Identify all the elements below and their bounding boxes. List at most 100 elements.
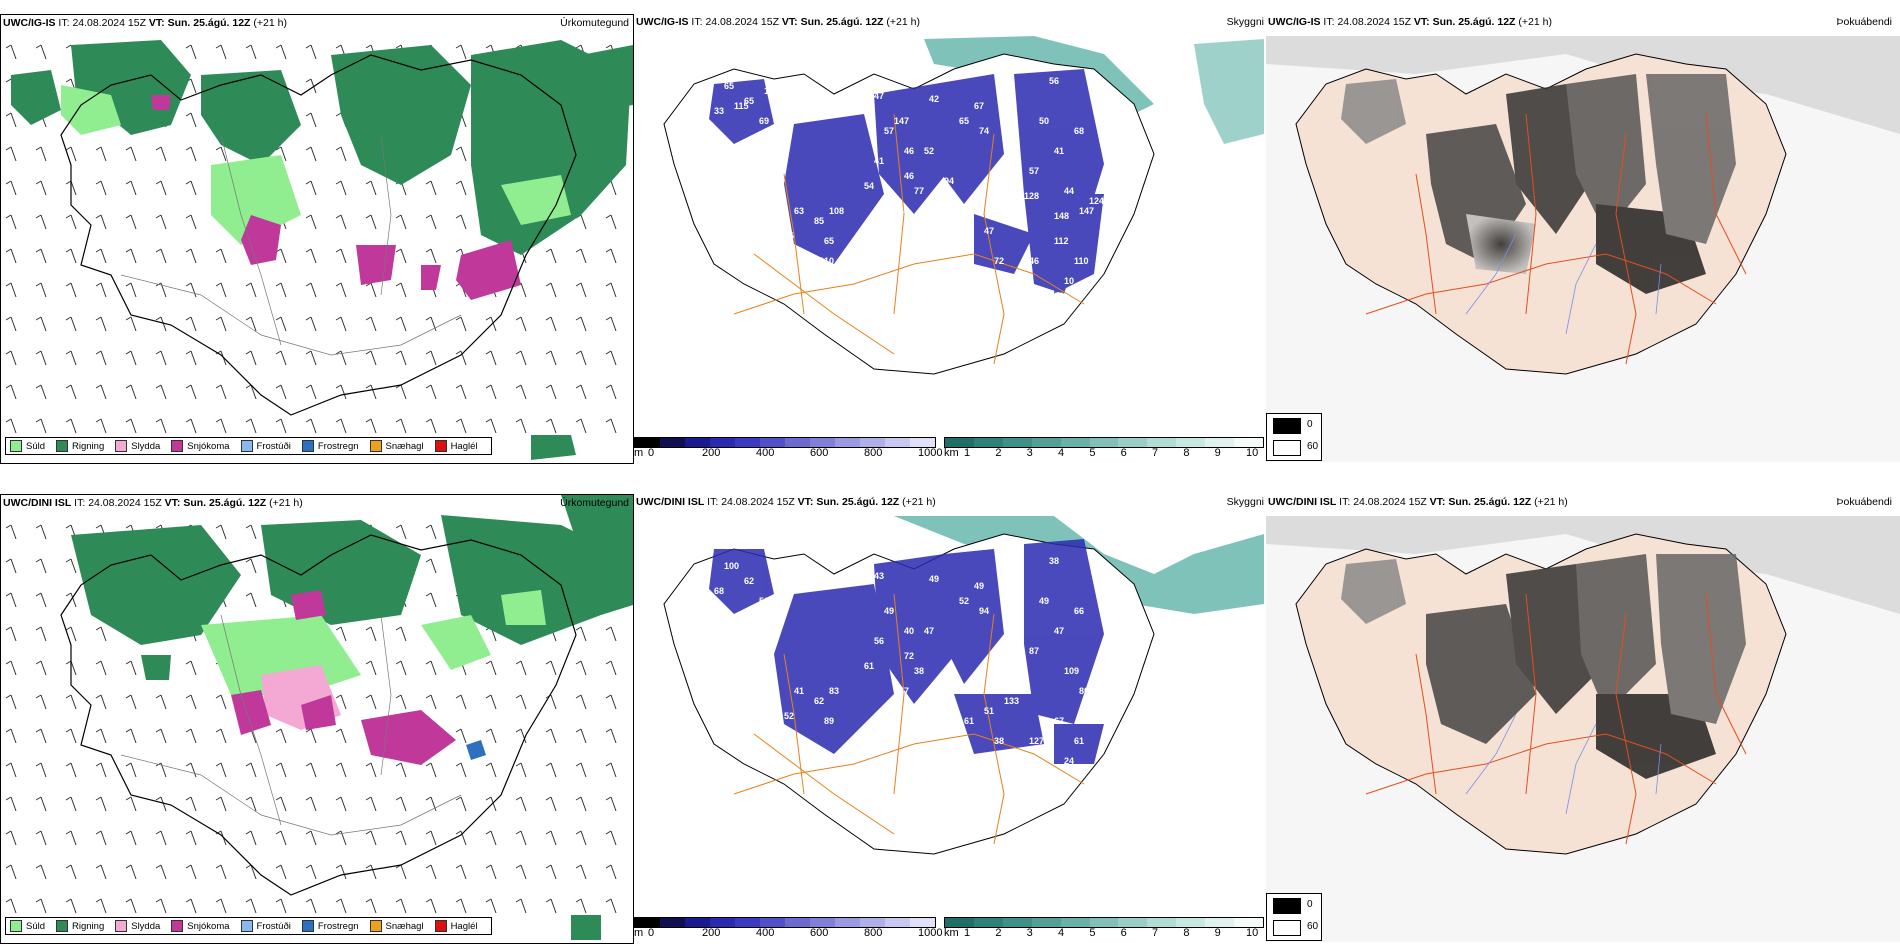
- wind-barb-flag: [335, 796, 342, 801]
- roads: [733, 113, 1085, 365]
- wind-barb-flag: [125, 146, 132, 151]
- colorbar-cell: [1089, 438, 1119, 447]
- wind-barb: [40, 214, 47, 230]
- colorbar-cell: [1031, 918, 1061, 927]
- visibility-value: 43: [899, 206, 909, 216]
- wind-barb: [340, 796, 347, 812]
- visibility-value: 52: [924, 146, 934, 156]
- wind-barb: [610, 864, 617, 880]
- model-name: UWC/DINI ISL: [1268, 496, 1337, 508]
- wind-barb: [100, 626, 107, 642]
- wind-barb: [40, 898, 47, 914]
- wind-barb-flag: [185, 898, 192, 903]
- wind-barb-flag: [275, 898, 282, 903]
- wind-barb: [250, 796, 257, 812]
- wind-barb-flag: [365, 660, 372, 665]
- wind-barb-flag: [245, 830, 252, 835]
- it-value: 24.08.2024 15Z: [705, 16, 779, 28]
- fog-map-bottom: UWC/DINI ISL IT: 24.08.2024 15Z VT: Sun.…: [1266, 494, 1900, 942]
- wind-barb: [520, 796, 527, 812]
- wind-barb: [490, 350, 497, 366]
- wind-barb: [280, 350, 287, 366]
- visibility-value: 85: [814, 216, 824, 226]
- visibility-value: 124: [1089, 196, 1104, 206]
- colorbar-cell: [635, 918, 660, 927]
- colorbar-cell: [1060, 438, 1090, 447]
- legend-label: Frostúði: [256, 440, 291, 452]
- wind-barb: [220, 694, 227, 710]
- wind-barb-flag: [515, 350, 522, 355]
- wind-barb-flag: [185, 282, 192, 287]
- precip-legend: Súld Rigning Slydda Snjókoma Frostúði Frostre…: [5, 437, 492, 455]
- wind-barb: [190, 728, 197, 744]
- wind-barb-flag: [185, 44, 192, 49]
- wind-barb-flag: [215, 796, 222, 801]
- wind-barb-flag: [455, 694, 462, 699]
- colorbar-tick: 7: [1152, 447, 1159, 459]
- wind-barb-flag: [335, 830, 342, 835]
- wind-barb: [220, 248, 227, 264]
- colorbar-tick: 5: [1089, 447, 1096, 459]
- colorbar-tick: 600: [810, 927, 829, 939]
- vt-value: Sun. 25.ágú. 12Z: [1432, 16, 1516, 28]
- visibility-value: 64: [704, 121, 714, 131]
- wind-barb-flag: [5, 660, 12, 665]
- visibility-value: 46: [1029, 256, 1039, 266]
- colorbar-cell: [945, 918, 974, 927]
- wind-barb: [460, 214, 467, 230]
- colorbar-tick: 3: [1026, 927, 1033, 939]
- visibility-value: 54: [864, 181, 874, 191]
- colorbar-cell: [1234, 438, 1263, 447]
- fog-legend-0: 0: [1307, 899, 1313, 910]
- wind-barb-flag: [5, 214, 12, 219]
- wind-barb-flag: [155, 728, 162, 733]
- roads-lines: [120, 614, 462, 836]
- wind-barb-flag: [395, 626, 402, 631]
- wind-barb: [10, 248, 17, 264]
- wind-barb-flag: [605, 626, 612, 631]
- visibility-value: 67: [1054, 716, 1064, 726]
- visibility-value: 68: [714, 586, 724, 596]
- wind-barb: [160, 418, 167, 434]
- colorbar-cell: [973, 918, 1003, 927]
- wind-barb: [430, 418, 437, 434]
- wind-barb: [340, 762, 347, 778]
- wind-barb-flag: [425, 558, 432, 563]
- wind-barb-flag: [185, 214, 192, 219]
- wind-barb-flag: [245, 282, 252, 287]
- visibility-value: 72: [904, 651, 914, 661]
- wind-barb: [310, 316, 317, 332]
- wind-barb-flag: [365, 180, 372, 185]
- wind-barb: [160, 728, 167, 744]
- legend-label: Slydda: [131, 920, 161, 932]
- colorbar-cell: [735, 438, 760, 447]
- wind-barb: [250, 44, 257, 60]
- fog-map-svg: [1266, 36, 1900, 462]
- wind-barb-flag: [365, 350, 372, 355]
- wind-barb: [40, 558, 47, 574]
- wind-barb-flag: [65, 350, 72, 355]
- wind-barb: [40, 44, 47, 60]
- wind-barb-flag: [335, 146, 342, 151]
- colorbar-cell: [1147, 438, 1177, 447]
- visibility-value: 61: [864, 661, 874, 671]
- wind-barb: [340, 694, 347, 710]
- wind-barb: [370, 660, 377, 676]
- wind-barb-flag: [515, 694, 522, 699]
- precip-title: Úrkomutegund: [560, 17, 629, 29]
- wind-barb: [100, 248, 107, 264]
- wind-barb-flag: [65, 660, 72, 665]
- roads: [1365, 593, 1747, 845]
- wind-barb-flag: [245, 592, 252, 597]
- wind-barb-flag: [425, 524, 432, 529]
- wind-barb: [160, 830, 167, 846]
- wind-barb-flag: [95, 524, 102, 529]
- wind-barb-flag: [455, 384, 462, 389]
- wind-barb-flag: [65, 180, 72, 185]
- colorbar-cell: [1176, 918, 1206, 927]
- wind-barb-flag: [5, 44, 12, 49]
- iceland-coastline: [60, 54, 577, 416]
- wind-barb-flag: [125, 214, 132, 219]
- wind-barb: [70, 864, 77, 880]
